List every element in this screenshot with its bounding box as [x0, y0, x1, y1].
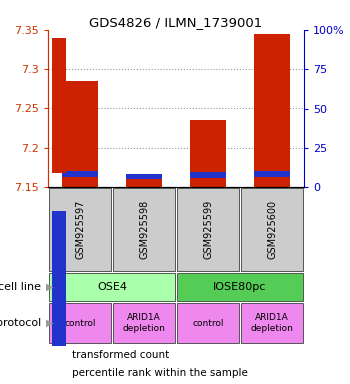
Text: protocol: protocol: [0, 318, 41, 328]
Text: IOSE80pc: IOSE80pc: [213, 282, 267, 292]
Bar: [254, 171, 289, 177]
Bar: [126, 174, 162, 179]
Bar: [241, 188, 303, 271]
Bar: [190, 120, 226, 187]
Text: ▶: ▶: [46, 318, 54, 328]
Text: percentile rank within the sample: percentile rank within the sample: [72, 368, 248, 378]
Text: control: control: [192, 318, 224, 328]
Bar: [241, 303, 303, 343]
Text: OSE4: OSE4: [97, 282, 127, 292]
Text: ▶: ▶: [46, 282, 54, 292]
Bar: [113, 303, 175, 343]
Bar: [49, 273, 175, 301]
Text: ARID1A
depletion: ARID1A depletion: [122, 313, 166, 333]
Text: cell line: cell line: [0, 282, 41, 292]
Text: control: control: [64, 318, 96, 328]
Text: GSM925598: GSM925598: [139, 200, 149, 259]
Bar: [177, 303, 239, 343]
Bar: [62, 81, 98, 187]
Title: GDS4826 / ILMN_1739001: GDS4826 / ILMN_1739001: [89, 16, 262, 29]
Text: ARID1A
depletion: ARID1A depletion: [251, 313, 293, 333]
Text: GSM925600: GSM925600: [267, 200, 277, 259]
Text: GSM925597: GSM925597: [75, 200, 85, 259]
Bar: [113, 188, 175, 271]
Bar: [177, 273, 303, 301]
Bar: [177, 188, 239, 271]
Bar: [254, 34, 289, 187]
Bar: [49, 188, 111, 271]
Text: transformed count: transformed count: [72, 350, 170, 360]
Bar: [126, 177, 162, 187]
Text: GSM925599: GSM925599: [203, 200, 213, 259]
Bar: [190, 172, 226, 177]
Bar: [49, 303, 111, 343]
Bar: [62, 171, 98, 177]
